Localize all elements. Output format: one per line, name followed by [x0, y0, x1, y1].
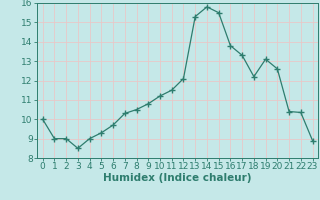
X-axis label: Humidex (Indice chaleur): Humidex (Indice chaleur): [103, 173, 252, 183]
